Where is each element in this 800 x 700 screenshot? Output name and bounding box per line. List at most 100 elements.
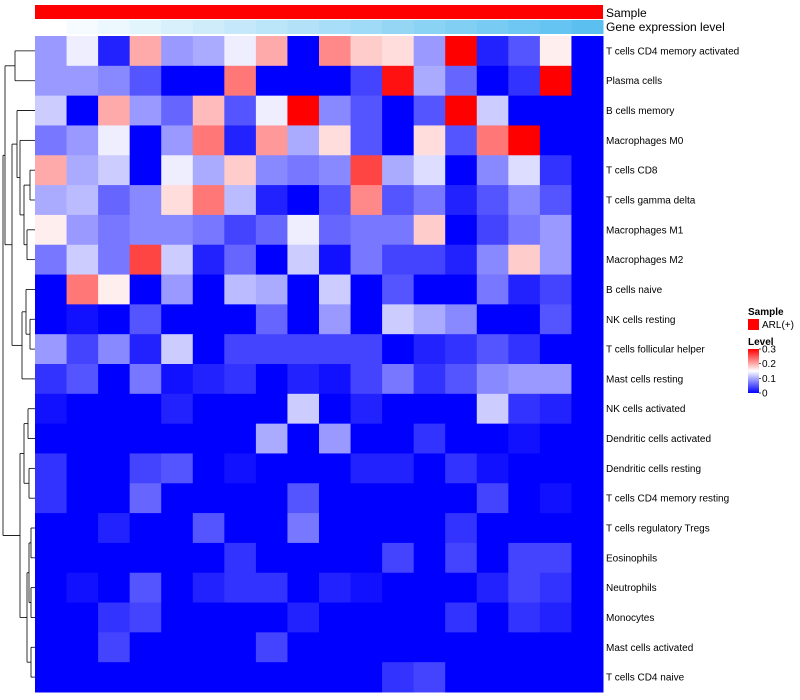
heatmap-cell	[445, 632, 478, 663]
heatmap-cell	[224, 572, 257, 604]
heatmap-cell	[445, 214, 478, 246]
heatmap-cell	[224, 244, 257, 276]
heatmap-cell	[98, 453, 131, 484]
heatmap-cell	[255, 214, 288, 246]
legend-sample-swatch	[748, 319, 759, 330]
heatmap-cell	[382, 393, 415, 425]
heatmap-cell	[66, 453, 99, 484]
heatmap-cell	[224, 214, 257, 246]
heatmap-cell	[413, 572, 446, 604]
heatmap-cell	[98, 244, 131, 276]
heatmap-cell	[161, 453, 194, 484]
heatmap-cell	[98, 155, 131, 186]
heatmap-cell	[413, 334, 446, 365]
heatmap-cell	[255, 334, 288, 365]
heatmap-cell	[571, 244, 604, 276]
heatmap-cell	[255, 364, 288, 395]
heatmap-cell	[192, 95, 225, 126]
heatmap-cell	[161, 364, 194, 395]
heatmap-cell	[413, 185, 446, 216]
row-label: T cells follicular helper	[606, 345, 705, 356]
heatmap-cell	[287, 542, 320, 574]
heatmap-cell	[382, 304, 415, 335]
heatmap-cell	[66, 155, 99, 186]
heatmap-cell	[413, 125, 446, 156]
heatmap-cell	[192, 423, 225, 454]
heatmap-cell	[35, 304, 68, 335]
heatmap-cell	[350, 95, 383, 126]
heatmap-cell	[255, 125, 288, 156]
heatmap-cell	[571, 662, 604, 693]
heatmap-cell	[129, 274, 162, 305]
heatmap-cell	[161, 244, 194, 276]
heatmap-cell	[350, 602, 383, 633]
gene-expression-cell	[350, 20, 383, 34]
heatmap-cell	[319, 95, 352, 126]
heatmap-cell	[192, 214, 225, 246]
heatmap-cell	[98, 572, 131, 604]
heatmap-cell	[255, 185, 288, 216]
heatmap-cell	[382, 95, 415, 126]
heatmap-cell	[66, 602, 99, 633]
heatmap-cell	[287, 274, 320, 305]
heatmap-cell	[319, 632, 352, 663]
heatmap-cell	[255, 572, 288, 604]
heatmap-cell	[287, 334, 320, 365]
heatmap-cell	[508, 364, 541, 395]
heatmap-cell	[476, 185, 509, 216]
heatmap-cell	[287, 662, 320, 693]
heatmap-cell	[382, 453, 415, 484]
gene-expression-cell	[98, 20, 131, 34]
heatmap-cell	[539, 125, 572, 156]
heatmap-cell	[476, 453, 509, 484]
heatmap-cell	[255, 513, 288, 544]
heatmap-cell	[319, 304, 352, 335]
sample-track-bar	[35, 5, 603, 19]
row-label: Plasma cells	[606, 76, 662, 87]
heatmap-cell	[382, 185, 415, 216]
heatmap-cell	[255, 393, 288, 425]
heatmap-cell	[287, 65, 320, 97]
heatmap-cell	[508, 513, 541, 544]
heatmap-cell	[508, 542, 541, 574]
gene-expression-cell	[571, 20, 604, 34]
heatmap-cell	[539, 304, 572, 335]
heatmap-cell	[319, 125, 352, 156]
heatmap-cell	[508, 393, 541, 425]
heatmap-cell	[161, 155, 194, 186]
heatmap-cell	[319, 185, 352, 216]
heatmap-cell	[382, 513, 415, 544]
legend: Sample ARL(+) Level 0.3 0.2 0.1 0	[748, 307, 794, 400]
legend-sample-title: Sample	[748, 307, 784, 318]
heatmap-cell	[508, 662, 541, 693]
heatmap-cell	[476, 542, 509, 574]
heatmap-cell	[508, 572, 541, 604]
heatmap-cell	[319, 572, 352, 604]
heatmap-cell	[255, 632, 288, 663]
heatmap-cell	[161, 214, 194, 246]
heatmap-cell	[35, 95, 68, 126]
heatmap-cell	[35, 453, 68, 484]
heatmap-cell	[508, 214, 541, 246]
row-label: NK cells activated	[606, 404, 685, 415]
gene-expression-cell	[287, 20, 320, 34]
heatmap-cell	[129, 36, 162, 67]
heatmap-cell	[476, 632, 509, 663]
heatmap-cell	[287, 364, 320, 395]
heatmap-cell	[445, 244, 478, 276]
heatmap-cell	[98, 662, 131, 693]
gene-expression-cell	[192, 20, 225, 34]
heatmap-cell	[224, 542, 257, 574]
heatmap-cell	[508, 632, 541, 663]
heatmap-cell	[98, 364, 131, 395]
heatmap-cell	[287, 244, 320, 276]
heatmap-cell	[255, 244, 288, 276]
heatmap-cell	[224, 274, 257, 305]
heatmap-cell	[445, 185, 478, 216]
heatmap-cell	[445, 572, 478, 604]
row-labels: T cells CD4 memory activated Plasma cells…	[606, 46, 739, 683]
heatmap-cell	[287, 214, 320, 246]
heatmap-cell	[539, 364, 572, 395]
heatmap-cell	[476, 572, 509, 604]
heatmap-cell	[35, 274, 68, 305]
